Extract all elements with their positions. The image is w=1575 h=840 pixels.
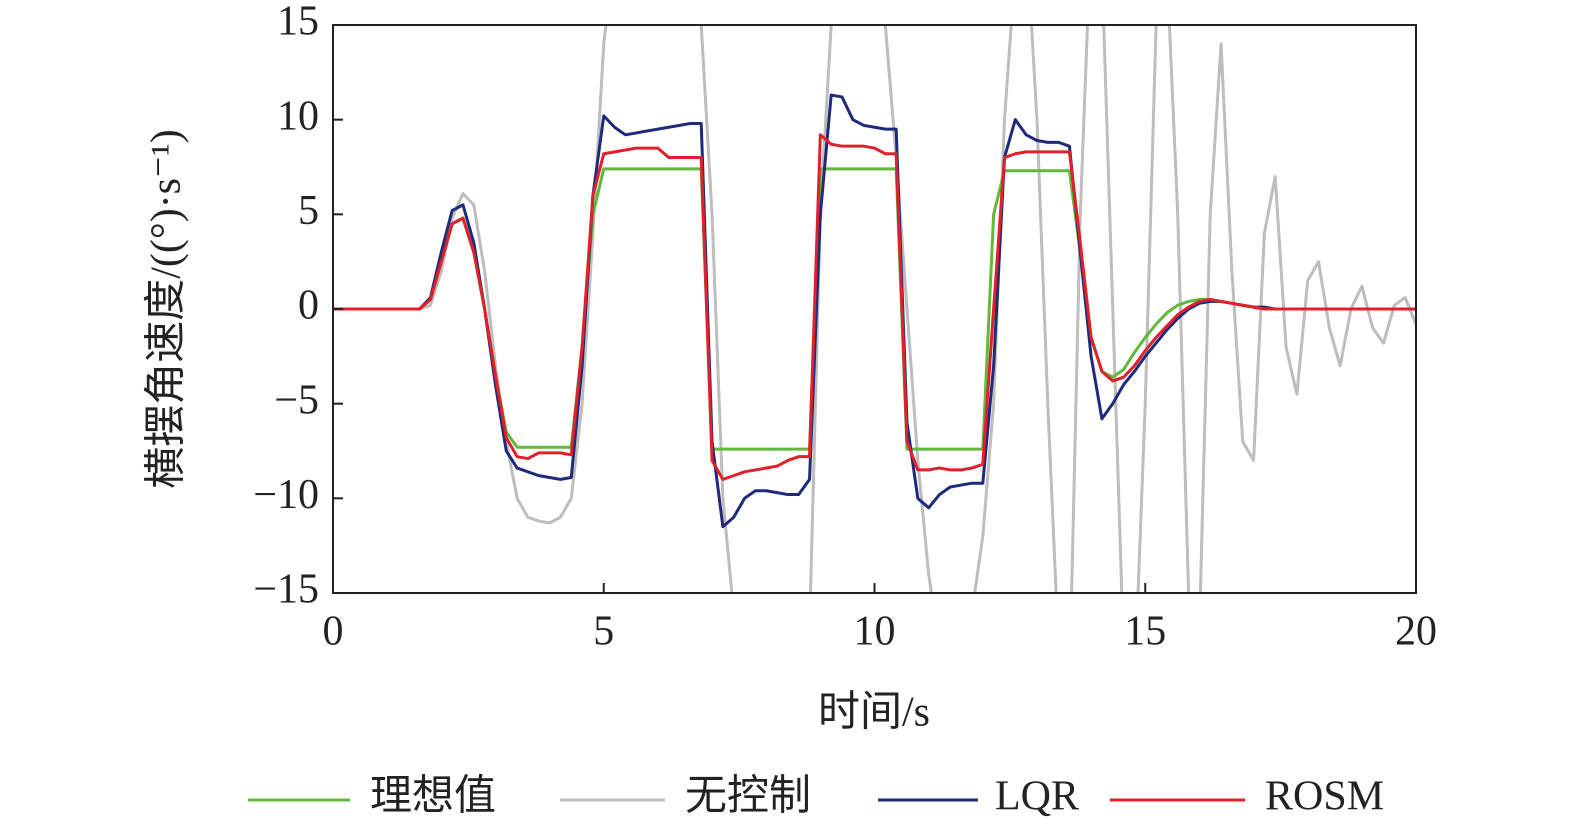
y-tick-label: −5 [274, 377, 319, 423]
y-axis-label: 横摆角速度/((°)·s⁻¹) [144, 129, 190, 489]
y-tick-label: 15 [277, 0, 319, 45]
x-tick-label: 5 [593, 609, 614, 655]
x-axis-label: 时间/s [818, 690, 930, 736]
y-tick-label: 5 [298, 188, 319, 234]
series-layer [333, 25, 1416, 593]
series-line [333, 133, 1416, 481]
y-tick-label: 10 [277, 93, 319, 139]
y-tick-label: −15 [253, 567, 319, 613]
y-tick-label: 0 [298, 283, 319, 329]
legend-label: 理想值 [370, 774, 496, 820]
legend-label: ROSM [1265, 774, 1384, 820]
x-tick-label: 20 [1395, 609, 1437, 655]
plot-frame [332, 24, 1417, 594]
legend-label: 无控制 [685, 774, 811, 820]
x-tick-label: 10 [854, 609, 896, 655]
series-line [333, 93, 1416, 529]
x-tick-label: 15 [1124, 609, 1166, 655]
series-line [333, 167, 1416, 451]
series-line [333, 25, 1416, 593]
legend-label: LQR [995, 774, 1079, 820]
y-tick-label: −10 [253, 472, 319, 518]
x-tick-label: 0 [323, 609, 344, 655]
